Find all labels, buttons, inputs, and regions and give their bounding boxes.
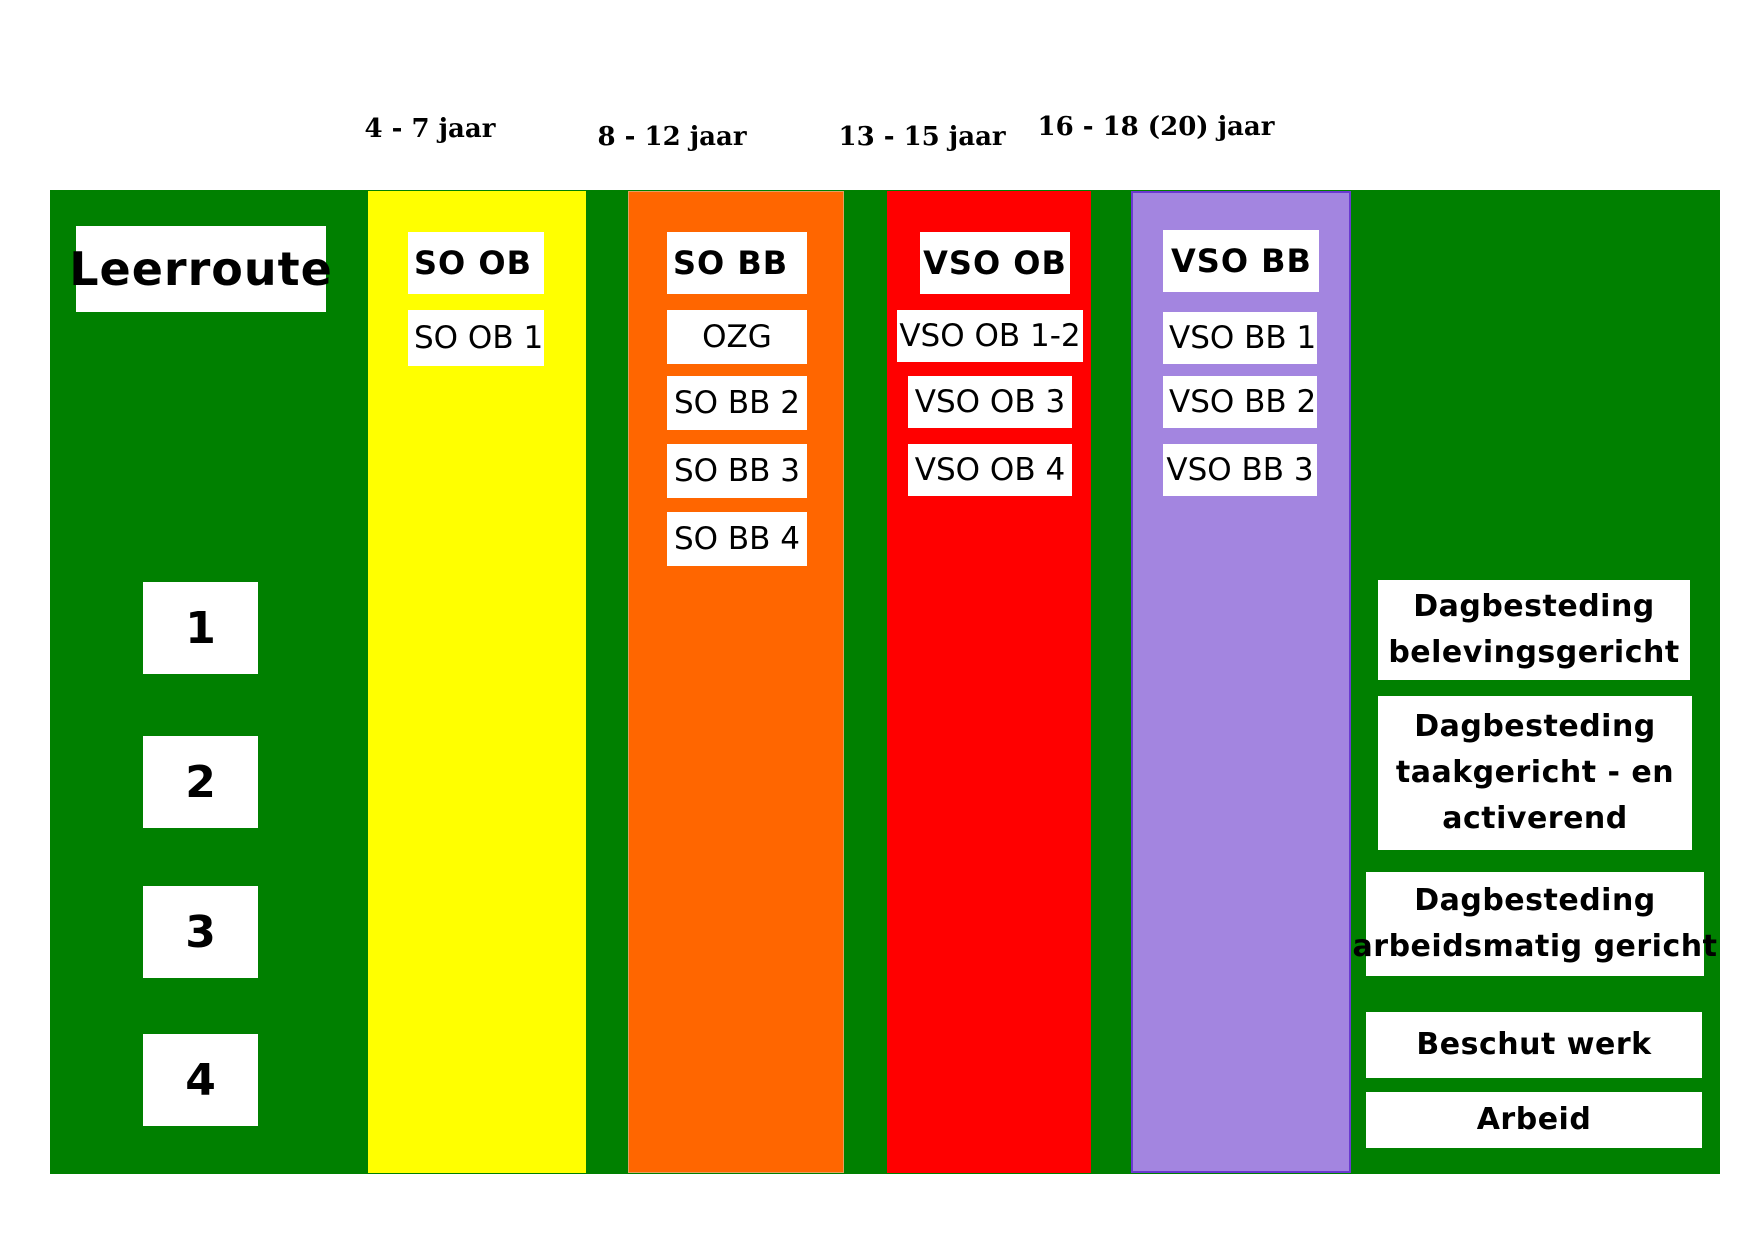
outcome-line: belevingsgericht bbox=[1388, 635, 1680, 670]
column-item-vso-ob-4: VSO OB 4 bbox=[908, 444, 1072, 496]
age-label-8-12: 8 - 12 jaar bbox=[597, 122, 747, 152]
column-item-so-ob-1: SO OB 1 bbox=[408, 310, 544, 366]
diagram-board bbox=[50, 190, 1720, 1174]
level-box-2: 2 bbox=[143, 736, 258, 828]
outcome-line: activerend bbox=[1442, 801, 1628, 836]
column-header-so-ob: SO OB bbox=[408, 232, 544, 294]
level-box-4: 4 bbox=[143, 1034, 258, 1126]
age-label-4-7: 4 - 7 jaar bbox=[364, 114, 496, 144]
outcome-beschut-werk: Beschut werk bbox=[1366, 1012, 1702, 1078]
column-header-vso-ob: VSO OB bbox=[920, 232, 1070, 294]
outcome-dagbesteding-belevingsgericht: Dagbesteding belevingsgericht bbox=[1378, 580, 1690, 680]
outcome-arbeid: Arbeid bbox=[1366, 1092, 1702, 1148]
outcome-line: Dagbesteding bbox=[1414, 709, 1656, 744]
column-item-vso-bb-1: VSO BB 1 bbox=[1163, 312, 1317, 364]
age-label-16-18: 16 - 18 (20) jaar bbox=[1037, 112, 1275, 142]
outcome-line: Dagbesteding bbox=[1413, 589, 1655, 624]
age-label-13-15: 13 - 15 jaar bbox=[838, 122, 1006, 152]
column-header-so-bb: SO BB bbox=[667, 232, 807, 294]
outcome-line: Beschut werk bbox=[1416, 1027, 1652, 1062]
outcome-line: Arbeid bbox=[1476, 1102, 1592, 1137]
column-item-vso-bb-3: VSO BB 3 bbox=[1163, 444, 1317, 496]
outcome-line: Dagbesteding bbox=[1414, 883, 1656, 918]
level-box-3: 3 bbox=[143, 886, 258, 978]
outcome-dagbesteding-taakgericht: Dagbesteding taakgericht - en activerend bbox=[1378, 696, 1692, 850]
column-item-so-bb-2: SO BB 2 bbox=[667, 376, 807, 430]
column-item-so-bb-4: SO BB 4 bbox=[667, 512, 807, 566]
column-item-vso-ob-1-2: VSO OB 1-2 bbox=[897, 310, 1083, 362]
outcome-dagbesteding-arbeidsmatig: Dagbesteding arbeidsmatig gericht bbox=[1353, 872, 1717, 976]
level-box-1: 1 bbox=[143, 582, 258, 674]
column-item-ozg: OZG bbox=[667, 310, 807, 364]
column-item-vso-ob-3: VSO OB 3 bbox=[908, 376, 1072, 428]
leerroute-title: Leerroute bbox=[69, 226, 332, 312]
column-header-vso-bb: VSO BB bbox=[1163, 230, 1319, 292]
outcome-line: taakgericht - en bbox=[1395, 755, 1675, 790]
outcome-line: arbeidsmatig gericht bbox=[1352, 929, 1718, 964]
column-item-vso-bb-2: VSO BB 2 bbox=[1163, 376, 1317, 428]
column-item-so-bb-3: SO BB 3 bbox=[667, 444, 807, 498]
